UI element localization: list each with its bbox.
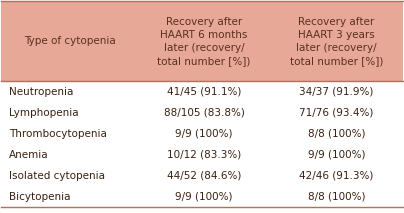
Text: 71/76 (93.4%): 71/76 (93.4%) [299,108,374,118]
Text: 9/9 (100%): 9/9 (100%) [175,129,233,139]
Text: Recovery after
HAART 6 months
later (recovery/
total number [%]): Recovery after HAART 6 months later (rec… [157,17,251,66]
Text: 8/8 (100%): 8/8 (100%) [308,129,365,139]
Text: 8/8 (100%): 8/8 (100%) [308,192,365,202]
Text: 9/9 (100%): 9/9 (100%) [175,192,233,202]
Text: 41/45 (91.1%): 41/45 (91.1%) [167,87,241,97]
Text: 9/9 (100%): 9/9 (100%) [308,150,365,160]
Text: Recovery after
HAART 3 years
later (recovery/
total number [%]): Recovery after HAART 3 years later (reco… [290,17,383,66]
Text: Lymphopenia: Lymphopenia [9,108,79,118]
Text: Thrombocytopenia: Thrombocytopenia [9,129,107,139]
Text: Type of cytopenia: Type of cytopenia [24,36,116,46]
FancyBboxPatch shape [1,1,403,81]
Text: 88/105 (83.8%): 88/105 (83.8%) [164,108,244,118]
Text: Isolated cytopenia: Isolated cytopenia [9,171,105,181]
Text: 42/46 (91.3%): 42/46 (91.3%) [299,171,374,181]
Text: Anemia: Anemia [9,150,49,160]
Text: Neutropenia: Neutropenia [9,87,74,97]
Text: 34/37 (91.9%): 34/37 (91.9%) [299,87,374,97]
Text: 10/12 (83.3%): 10/12 (83.3%) [167,150,241,160]
Text: 44/52 (84.6%): 44/52 (84.6%) [167,171,241,181]
Text: Bicytopenia: Bicytopenia [9,192,71,202]
